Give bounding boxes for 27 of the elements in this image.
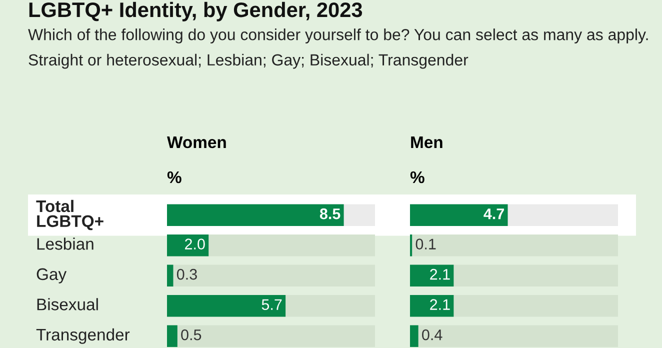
chart-title: Women — [167, 136, 226, 148]
bar — [410, 294, 454, 317]
bar — [167, 234, 209, 256]
bar — [167, 264, 174, 287]
y-tick-label: Lesbian — [37, 238, 94, 250]
data-label: 0.5 — [181, 329, 202, 340]
bar — [167, 325, 178, 348]
x-axis-title: % — [410, 171, 424, 184]
data-label: 2.1 — [430, 268, 450, 280]
data-label: 0.3 — [176, 268, 197, 280]
y-tick-label: Transgender — [36, 328, 130, 344]
y-tick-label: Gay — [36, 268, 67, 284]
y-tick-label: Total LGBTQ+ — [36, 200, 104, 230]
data-label: 2.0 — [185, 238, 205, 250]
text: Which of the following do you consider yourself to be? You can select as many as apply. Straight or heterosexual; Lesbian; Gay; Bisexual; Transgender — [28, 28, 648, 69]
bar — [410, 264, 454, 287]
data-label: 5.7 — [262, 299, 282, 310]
data-label: 4.7 — [484, 208, 504, 220]
data-label: 8.5 — [320, 208, 340, 220]
bar — [410, 325, 418, 348]
x-axis-title: % — [167, 171, 182, 184]
data-label: 2.1 — [430, 299, 450, 310]
data-label: 0.4 — [422, 329, 442, 340]
chart-title: Men — [411, 136, 442, 148]
text: LGBTQ+ Identity, by Gender, 2023 — [29, 2, 362, 22]
y-tick-label: Bisexual — [37, 298, 98, 310]
data-label: 0.1 — [416, 238, 436, 250]
